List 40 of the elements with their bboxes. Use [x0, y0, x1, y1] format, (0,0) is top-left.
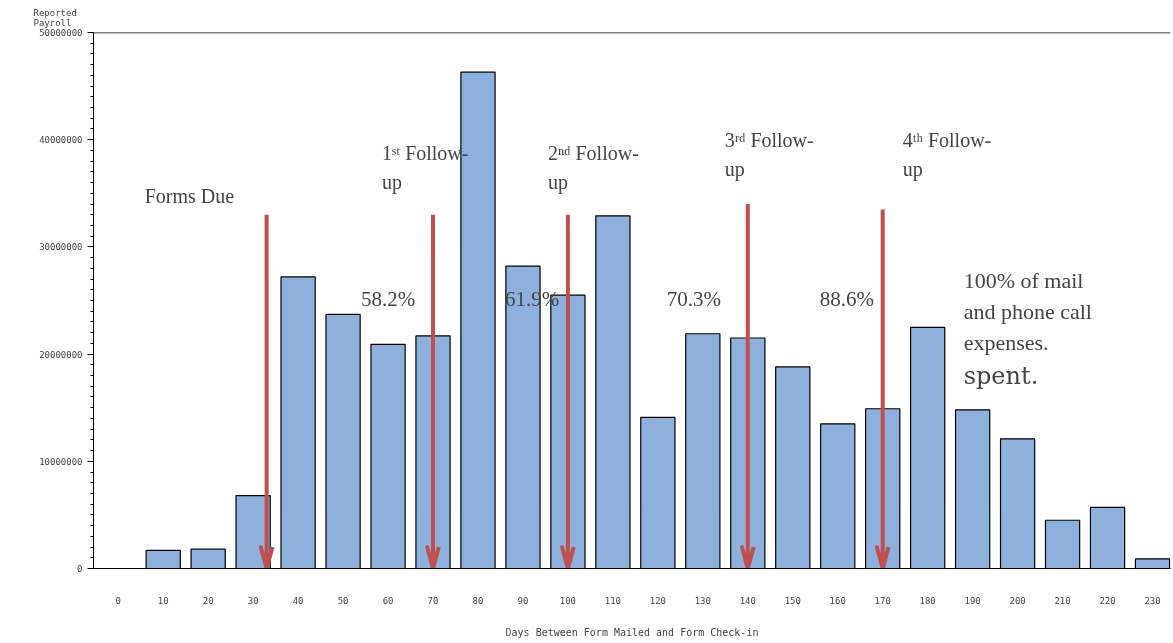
x-tick-label: 180	[919, 595, 936, 606]
annotation: 88.6%	[819, 286, 874, 311]
x-tick-label: 170	[874, 595, 891, 606]
x-tick-label: 30	[247, 595, 259, 606]
x-tick-label: 40	[292, 595, 304, 606]
x-tick-label: 230	[1144, 595, 1161, 606]
x-tick-label: 160	[829, 595, 846, 606]
x-tick-label: 50	[337, 595, 349, 606]
x-tick-label: 200	[1009, 595, 1026, 606]
ref-line-label: Forms Due	[144, 185, 235, 208]
y-tick-label: 20000000	[39, 349, 83, 360]
x-tick-label: 90	[517, 595, 529, 606]
x-axis-title: Days Between Form Mailed and Form Check-in	[505, 626, 759, 638]
x-tick-label: 80	[472, 595, 484, 606]
y-tick-label: 10000000	[39, 456, 83, 467]
x-tick-label: 120	[649, 595, 666, 606]
y-tick-label: 40000000	[39, 135, 83, 146]
y-tick-label: 50000000	[39, 28, 83, 38]
x-tick-label: 210	[1054, 595, 1071, 606]
x-tick-label: 220	[1099, 595, 1116, 606]
x-tick-label: 110	[604, 595, 622, 606]
x-tick-label: 20	[202, 595, 214, 606]
y-axis-title: Reported Payroll	[33, 7, 77, 28]
y-tick-label: 0	[77, 564, 83, 574]
annotation: 100% of mail and phone call expenses. spent.	[963, 267, 1092, 390]
x-tick-label: 100	[559, 595, 577, 606]
annotation: 58.2%	[361, 286, 416, 311]
x-tick-label: 70	[427, 595, 439, 606]
x-tick-label: 140	[739, 595, 756, 606]
x-tick-label: 0	[115, 595, 121, 606]
ref-line-label: 3ʳᵈ Follow-up	[724, 128, 814, 181]
y-tick-label: 30000000	[39, 242, 83, 253]
x-tick-label: 150	[784, 595, 801, 606]
ref-line-label: 2ⁿᵈ Follow-up	[547, 142, 639, 194]
ref-line-label: 4ᵗʰ Follow-up	[902, 128, 992, 181]
annotation: 70.3%	[666, 286, 722, 311]
x-tick-label: 60	[382, 595, 394, 606]
x-tick-label: 10	[157, 595, 169, 606]
x-tick-label: 190	[964, 595, 981, 606]
x-tick-label: 130	[694, 595, 711, 606]
